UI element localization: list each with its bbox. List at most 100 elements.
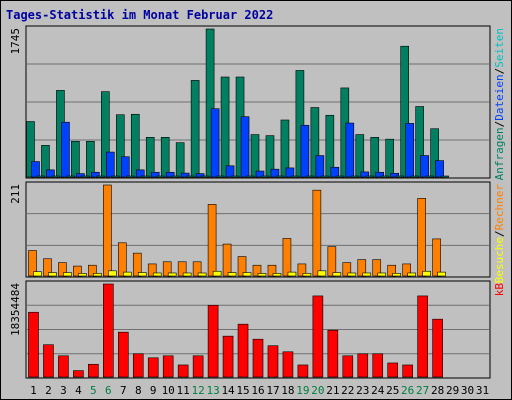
- bar-besuche-day-25: [392, 273, 402, 277]
- bar-seiten-day-17: [275, 175, 285, 178]
- bar-rechner-day-3: [58, 262, 67, 277]
- bar-seiten-day-21: [335, 175, 345, 178]
- bar-besuche-day-3: [63, 272, 72, 277]
- x-tick-label-day-4: 4: [75, 384, 82, 397]
- bar-dateien-day-18: [285, 167, 295, 178]
- bar-anfragen-day-12: [190, 80, 200, 178]
- bar-rechner-day-16: [252, 264, 262, 277]
- x-tick-label-day-15: 15: [236, 384, 249, 397]
- bar-dateien-day-16: [255, 170, 265, 178]
- bar-anfragen-day-2: [41, 145, 50, 178]
- bar-seiten-day-14: [230, 175, 240, 178]
- x-tick-label-day-12: 12: [192, 384, 205, 397]
- bar-besuche-day-20: [317, 270, 327, 277]
- x-tick-label-day-7: 7: [120, 384, 127, 397]
- bar-seiten-day-25: [395, 175, 405, 178]
- bar-dateien-day-28: [435, 160, 444, 178]
- bar-besuche-day-10: [167, 272, 177, 277]
- bar-kb-day-18: [282, 351, 294, 378]
- bar-seiten-day-16: [260, 175, 270, 178]
- bar-dateien-day-1: [31, 161, 40, 178]
- bar-kb-day-13: [207, 304, 219, 378]
- bar-seiten-day-12: [200, 175, 210, 178]
- bar-besuche-day-8: [137, 272, 147, 277]
- x-tick-label-day-26: 26: [401, 384, 414, 397]
- bar-dateien-day-26: [405, 123, 414, 178]
- bar-dateien-day-10: [165, 171, 175, 178]
- bar-dateien-day-15: [240, 116, 250, 178]
- bar-besuche-day-14: [227, 272, 237, 277]
- bar-seiten-day-23: [365, 175, 375, 178]
- bar-rechner-day-12: [192, 261, 202, 277]
- bar-kb-day-4: [73, 370, 84, 378]
- bar-besuche-day-24: [377, 272, 387, 277]
- bar-rechner-day-15: [237, 256, 247, 277]
- bar-anfragen-day-27: [415, 106, 424, 178]
- bar-kb-day-6: [103, 283, 114, 378]
- bar-kb-day-3: [58, 355, 69, 378]
- legend-bottom: kB: [493, 283, 506, 297]
- bar-dateien-day-5: [91, 171, 100, 178]
- bar-rechner-day-18: [282, 238, 292, 277]
- bar-anfragen-day-8: [130, 113, 140, 178]
- bar-seiten-day-8: [140, 175, 150, 178]
- bar-kb-day-5: [88, 363, 99, 378]
- bar-rechner-day-17: [267, 264, 277, 277]
- bar-kb-day-23: [357, 353, 369, 378]
- y-max-label-bottom: 18354484: [9, 283, 22, 336]
- bar-kb-day-7: [117, 331, 129, 378]
- x-tick-label-day-6: 6: [105, 384, 112, 397]
- bar-anfragen-day-16: [250, 134, 260, 178]
- bar-rechner-day-6: [103, 184, 112, 277]
- bar-anfragen-day-19: [295, 70, 305, 178]
- bar-besuche-day-2: [48, 272, 57, 277]
- legend-entry-dateien: Dateien: [493, 74, 506, 120]
- x-tick-label-day-2: 2: [45, 384, 52, 397]
- bar-anfragen-day-1: [26, 121, 35, 178]
- bar-seiten-day-3: [66, 175, 75, 178]
- bar-besuche-day-1: [33, 271, 42, 277]
- bar-kb-day-10: [162, 355, 174, 378]
- bar-besuche-day-16: [257, 273, 267, 277]
- bar-kb-day-2: [43, 344, 54, 378]
- bar-dateien-day-7: [120, 156, 130, 178]
- x-tick-label-day-23: 23: [356, 384, 369, 397]
- bar-dateien-day-9: [150, 171, 160, 178]
- bar-dateien-day-2: [46, 169, 55, 178]
- bar-anfragen-day-9: [145, 137, 155, 178]
- bar-rechner-day-14: [222, 243, 232, 277]
- bar-rechner-day-19: [297, 263, 307, 277]
- bar-besuche-day-13: [212, 270, 222, 277]
- bar-besuche-day-9: [152, 272, 162, 277]
- legend-entry-slash: /: [493, 68, 506, 75]
- bar-anfragen-day-11: [175, 142, 185, 178]
- x-tick-label-day-19: 19: [296, 384, 309, 397]
- bar-rechner-day-13: [207, 204, 217, 277]
- bar-dateien-day-14: [225, 165, 235, 178]
- y-max-label-top: 1745: [9, 28, 22, 55]
- x-tick-label-day-18: 18: [281, 384, 294, 397]
- bar-seiten-day-22: [350, 175, 360, 178]
- bar-kb-day-28: [432, 318, 443, 378]
- legend-entry-slash: /: [493, 230, 506, 237]
- bar-rechner-day-8: [132, 252, 142, 277]
- bar-seiten-day-26: [410, 175, 419, 178]
- x-tick-label-day-22: 22: [341, 384, 354, 397]
- bar-seiten-day-7: [125, 175, 135, 178]
- bar-kb-day-8: [132, 353, 144, 378]
- bar-dateien-day-23: [360, 171, 370, 178]
- bar-besuche-day-27: [422, 270, 431, 277]
- legend-middle: Besuche/Rechner: [493, 184, 506, 284]
- x-tick-label-day-30: 30: [461, 384, 474, 397]
- bar-anfragen-day-7: [115, 114, 125, 178]
- bar-kb-day-25: [387, 362, 399, 378]
- bar-seiten-day-10: [170, 175, 180, 178]
- bar-seiten-day-28: [440, 175, 449, 178]
- bar-besuche-day-23: [362, 272, 372, 277]
- bar-kb-day-9: [147, 357, 159, 378]
- bar-besuche-day-18: [287, 271, 297, 277]
- bar-kb-day-26: [402, 364, 413, 378]
- bar-anfragen-day-25: [385, 138, 395, 178]
- y-max-label-middle: 211: [9, 184, 22, 204]
- bar-kb-day-14: [222, 335, 234, 378]
